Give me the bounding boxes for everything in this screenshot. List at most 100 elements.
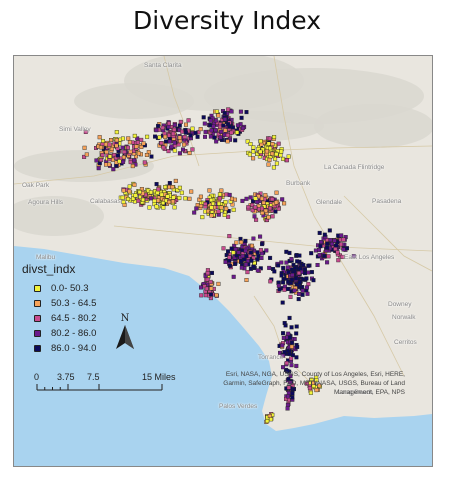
tract-point — [273, 209, 278, 214]
tract-point — [268, 279, 273, 284]
legend-title: divst_indx — [22, 262, 76, 276]
tract-point — [332, 238, 337, 243]
tract-point — [240, 254, 245, 259]
tract-point — [133, 193, 138, 198]
tract-point — [201, 115, 206, 120]
tract-point — [218, 135, 223, 140]
tract-point — [172, 148, 177, 153]
tract-point — [99, 157, 104, 162]
legend-item: 50.3 - 64.5 — [22, 296, 132, 311]
tract-point — [245, 139, 250, 144]
tract-point — [132, 158, 137, 163]
tract-point — [306, 263, 311, 268]
tract-point — [107, 142, 112, 147]
tract-point — [172, 122, 177, 127]
tract-point — [251, 145, 256, 150]
tract-point — [223, 128, 228, 133]
tract-point — [339, 233, 344, 238]
tract-point — [173, 178, 178, 183]
legend-swatch — [34, 285, 41, 292]
tract-point — [277, 287, 282, 292]
tract-point — [238, 236, 243, 241]
tract-point — [156, 198, 161, 203]
tract-point — [227, 124, 232, 129]
tract-point — [222, 111, 227, 116]
tract-point — [163, 184, 168, 189]
tract-point — [161, 205, 166, 210]
tract-point — [225, 249, 230, 254]
tract-point — [171, 195, 176, 200]
tract-point — [121, 199, 126, 204]
tract-point — [121, 155, 126, 160]
tract-point — [134, 144, 139, 149]
tract-point — [303, 271, 308, 276]
tract-point — [279, 260, 284, 265]
tract-point — [178, 139, 183, 144]
tract-point — [276, 141, 281, 146]
tract-point — [190, 126, 195, 131]
tract-point — [83, 129, 88, 134]
tract-point — [255, 199, 260, 204]
tract-point — [126, 136, 131, 141]
tract-point — [189, 189, 194, 194]
scale-label: 15 Miles — [142, 372, 176, 382]
scale-bar-graphic — [36, 384, 163, 391]
place-label-malibu: Malibu — [36, 254, 56, 261]
tract-point — [148, 190, 153, 195]
tract-point — [125, 145, 130, 150]
tract-point — [177, 195, 182, 200]
tract-point — [213, 128, 218, 133]
tract-point — [241, 126, 246, 131]
place-label-la-canada: La Canada Flintridge — [324, 164, 385, 171]
road-line — [14, 145, 432, 185]
tract-point — [259, 251, 264, 256]
tract-point — [121, 159, 126, 164]
tract-point — [249, 258, 254, 263]
tract-point — [286, 154, 291, 159]
tract-point — [243, 248, 248, 253]
tract-point — [127, 189, 132, 194]
tract-point — [216, 113, 221, 118]
tract-point — [258, 149, 263, 154]
tract-point — [259, 196, 264, 201]
tract-point — [159, 141, 164, 146]
tract-point — [177, 185, 182, 190]
tract-point — [260, 210, 265, 215]
tract-point — [285, 406, 290, 411]
tract-point — [203, 201, 208, 206]
tract-point — [288, 294, 293, 299]
tract-point — [149, 196, 154, 201]
tract-point — [227, 258, 232, 263]
tract-point — [107, 154, 112, 159]
place-label-cerritos: Cerritos — [394, 339, 417, 346]
basemap-ocean — [14, 246, 432, 466]
scale-bar: 0 3.75 7.5 15 Miles — [22, 372, 176, 402]
road-line — [273, 56, 405, 377]
legend-swatch — [34, 330, 41, 337]
tract-point — [207, 188, 212, 193]
tract-point — [211, 124, 216, 129]
map-view[interactable]: Santa Clarita Simi Valley Oak Park Calab… — [13, 55, 433, 467]
tract-point — [317, 230, 322, 235]
tract-point — [311, 278, 316, 283]
tract-point — [227, 255, 232, 260]
tract-point — [126, 196, 131, 201]
tract-point — [309, 251, 314, 256]
tract-point — [230, 125, 235, 130]
tract-point — [284, 260, 289, 265]
tract-point — [219, 188, 224, 193]
tract-point — [304, 381, 309, 386]
scale-label: 3.75 — [57, 372, 75, 382]
tract-point — [284, 361, 289, 366]
tract-point — [163, 134, 168, 139]
tract-point — [244, 110, 249, 115]
tract-point — [290, 395, 295, 400]
tract-point — [281, 280, 286, 285]
map-canvas[interactable] — [14, 56, 432, 466]
road-line — [253, 295, 315, 387]
tract-point — [96, 166, 101, 171]
tract-point — [267, 414, 272, 419]
tract-point — [247, 152, 252, 157]
tract-point — [250, 208, 255, 213]
tract-point — [306, 282, 311, 287]
